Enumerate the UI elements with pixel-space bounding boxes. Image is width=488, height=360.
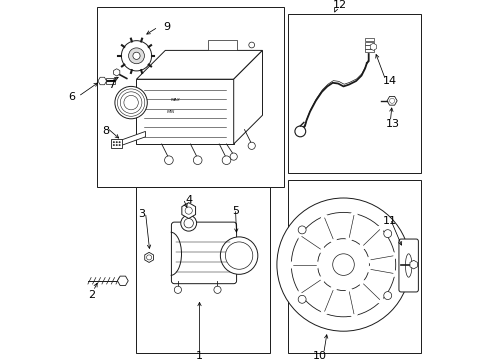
- FancyBboxPatch shape: [171, 222, 236, 284]
- Circle shape: [128, 48, 144, 64]
- Circle shape: [298, 295, 305, 303]
- Circle shape: [116, 141, 117, 143]
- Circle shape: [291, 212, 395, 317]
- Circle shape: [185, 207, 192, 214]
- Circle shape: [276, 198, 409, 331]
- Circle shape: [213, 286, 221, 293]
- Polygon shape: [136, 79, 233, 144]
- Circle shape: [332, 254, 354, 275]
- Bar: [365, 49, 373, 52]
- Bar: [136, 187, 269, 353]
- Bar: [97, 7, 284, 187]
- Polygon shape: [120, 131, 145, 146]
- Circle shape: [298, 226, 305, 234]
- Text: 1: 1: [196, 351, 203, 360]
- Ellipse shape: [405, 254, 411, 277]
- Bar: [106, 78, 115, 84]
- Bar: [111, 139, 122, 148]
- Circle shape: [116, 144, 117, 146]
- Bar: [208, 40, 237, 50]
- Circle shape: [183, 219, 193, 228]
- Text: 10: 10: [312, 351, 326, 360]
- Text: 5: 5: [231, 206, 239, 216]
- Text: 9: 9: [163, 22, 170, 32]
- Circle shape: [113, 144, 114, 146]
- Circle shape: [113, 141, 114, 143]
- Bar: [365, 38, 373, 41]
- Text: 12: 12: [332, 0, 346, 10]
- Circle shape: [248, 42, 254, 48]
- Circle shape: [174, 286, 181, 293]
- Text: 8: 8: [102, 126, 109, 136]
- Circle shape: [247, 142, 255, 149]
- Circle shape: [119, 144, 120, 146]
- Text: 3: 3: [138, 209, 145, 219]
- Text: 6: 6: [68, 92, 75, 102]
- Bar: [287, 14, 420, 173]
- Circle shape: [222, 156, 230, 165]
- Circle shape: [119, 141, 120, 143]
- Circle shape: [181, 215, 196, 231]
- Circle shape: [389, 98, 394, 103]
- Circle shape: [220, 237, 257, 274]
- Circle shape: [146, 255, 151, 260]
- Circle shape: [115, 86, 147, 119]
- Circle shape: [317, 239, 368, 291]
- Circle shape: [294, 126, 305, 137]
- Bar: [365, 45, 373, 49]
- Circle shape: [383, 292, 391, 300]
- Text: 7: 7: [107, 80, 115, 90]
- Circle shape: [193, 156, 202, 165]
- Polygon shape: [233, 50, 262, 144]
- Text: MAX: MAX: [170, 98, 180, 102]
- Bar: [287, 180, 420, 353]
- Circle shape: [225, 242, 252, 269]
- Polygon shape: [136, 50, 262, 79]
- Text: MIN: MIN: [167, 111, 175, 114]
- Circle shape: [133, 52, 140, 59]
- Circle shape: [230, 153, 237, 160]
- Text: 14: 14: [383, 76, 397, 86]
- Text: 4: 4: [185, 195, 192, 205]
- Circle shape: [164, 156, 173, 165]
- Text: 11: 11: [383, 216, 396, 226]
- Circle shape: [121, 41, 151, 71]
- FancyBboxPatch shape: [398, 239, 418, 292]
- Circle shape: [383, 230, 391, 238]
- Text: 13: 13: [385, 119, 399, 129]
- Text: 2: 2: [88, 290, 95, 300]
- Bar: [365, 42, 373, 45]
